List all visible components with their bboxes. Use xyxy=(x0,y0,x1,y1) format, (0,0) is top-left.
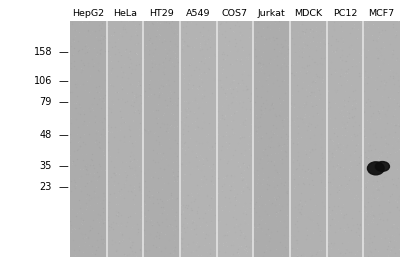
Ellipse shape xyxy=(368,162,384,175)
Text: HepG2: HepG2 xyxy=(72,9,104,18)
Bar xyxy=(180,21,217,257)
Text: —: — xyxy=(58,130,68,140)
Text: A549: A549 xyxy=(186,9,210,18)
Bar xyxy=(70,21,107,257)
Bar xyxy=(363,21,400,257)
Text: 23: 23 xyxy=(40,182,52,192)
Text: 158: 158 xyxy=(34,48,52,58)
Text: —: — xyxy=(58,182,68,192)
Text: MDCK: MDCK xyxy=(294,9,322,18)
Text: —: — xyxy=(58,76,68,86)
Text: HT29: HT29 xyxy=(149,9,174,18)
Text: Jurkat: Jurkat xyxy=(258,9,286,18)
Text: 35: 35 xyxy=(40,161,52,171)
Bar xyxy=(217,21,253,257)
Text: 48: 48 xyxy=(40,130,52,140)
Bar xyxy=(107,21,143,257)
Text: COS7: COS7 xyxy=(222,9,248,18)
Text: 79: 79 xyxy=(40,97,52,107)
Bar xyxy=(253,21,290,257)
Bar xyxy=(143,21,180,257)
Ellipse shape xyxy=(375,162,390,171)
Text: —: — xyxy=(58,48,68,58)
Text: MCF7: MCF7 xyxy=(369,9,395,18)
Bar xyxy=(327,21,363,257)
Text: —: — xyxy=(58,161,68,171)
Bar xyxy=(290,21,327,257)
Text: HeLa: HeLa xyxy=(113,9,137,18)
Text: 106: 106 xyxy=(34,76,52,86)
Text: PC12: PC12 xyxy=(333,9,357,18)
Text: —: — xyxy=(58,97,68,107)
